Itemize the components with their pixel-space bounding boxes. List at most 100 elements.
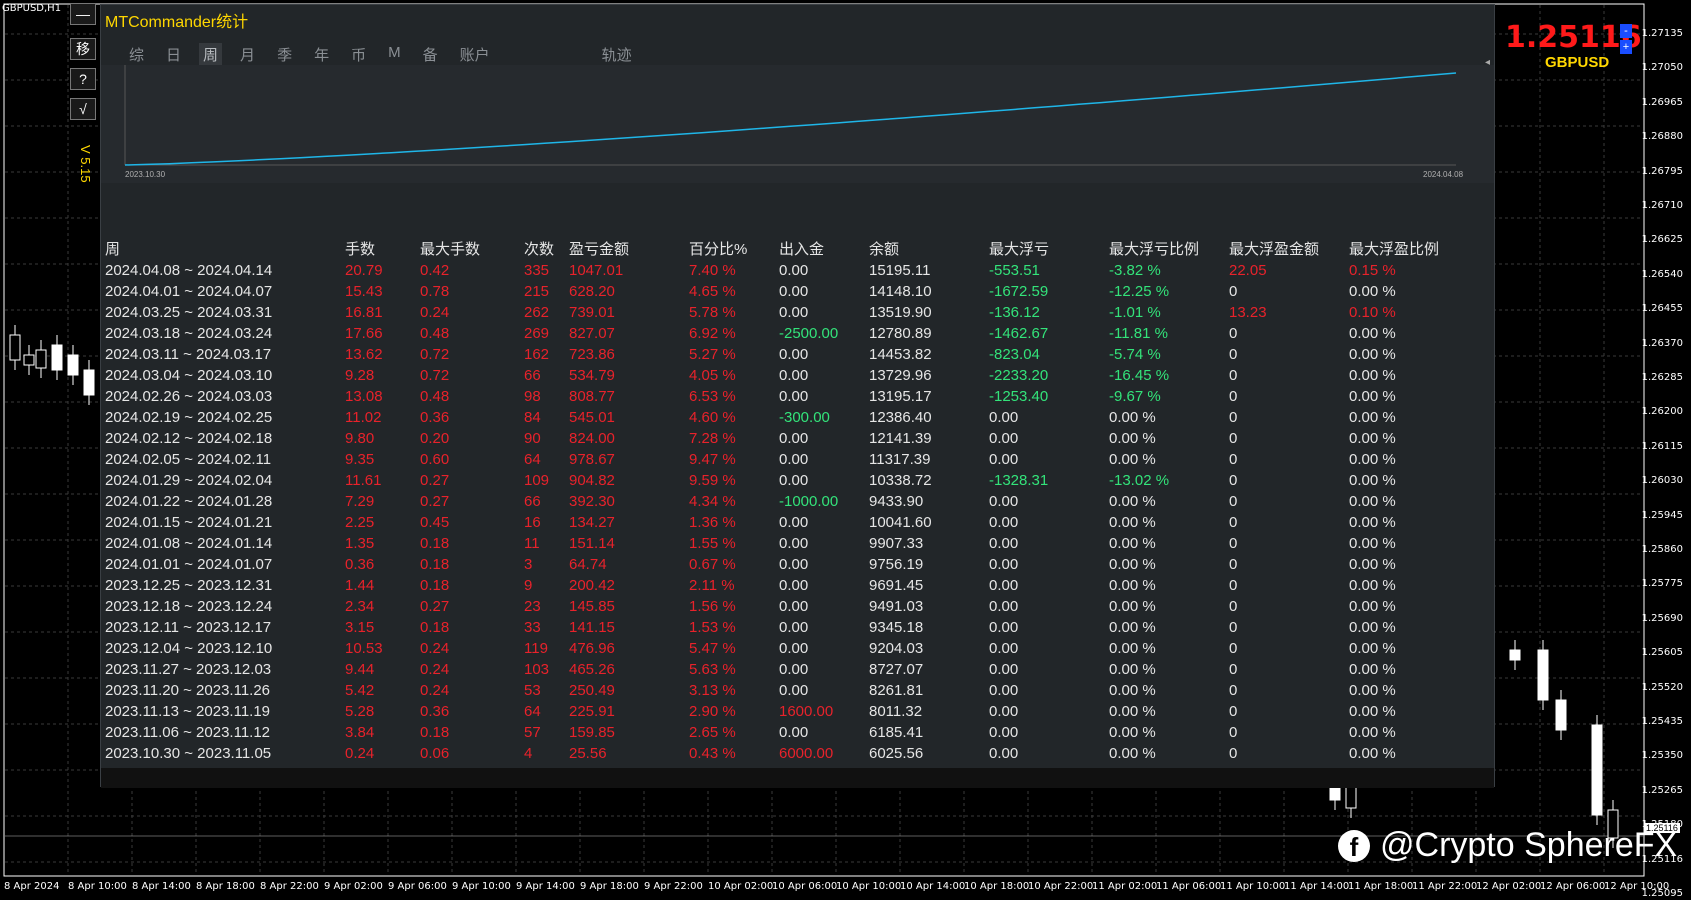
table-cell: 0.00 % — [1109, 533, 1229, 554]
table-cell: 9691.45 — [869, 575, 989, 596]
table-row: 2024.03.04 ~ 2024.03.10 9.28 0.72 66 534.79 4… — [105, 365, 1459, 386]
table-cell: 11.61 — [345, 470, 420, 491]
table-cell: 9.44 — [345, 659, 420, 680]
time-tick-label: 8 Apr 10:00 — [68, 881, 127, 892]
table-cell: 17.66 — [345, 323, 420, 344]
table-cell: 0.00 % — [1109, 659, 1229, 680]
table-cell: 0.00 — [989, 449, 1109, 470]
table-cell: 739.01 — [569, 302, 689, 323]
table-cell: 904.82 — [569, 470, 689, 491]
table-cell: 2023.12.11 ~ 2023.12.17 — [105, 617, 345, 638]
table-cell: 215 — [524, 281, 569, 302]
table-cell: 978.67 — [569, 449, 689, 470]
plus-button[interactable]: + — [1620, 40, 1632, 54]
table-cell: 465.26 — [569, 659, 689, 680]
price-tick-label: 1.26200 — [1642, 406, 1683, 417]
tab-2[interactable]: 周 — [199, 43, 222, 67]
tab-4[interactable]: 季 — [273, 43, 296, 67]
tab-5[interactable]: 年 — [310, 43, 333, 67]
help-button[interactable]: ? — [70, 68, 96, 90]
table-cell: 64.74 — [569, 554, 689, 575]
table-cell: 10041.60 — [869, 512, 989, 533]
tab-9[interactable]: 账户 — [456, 43, 494, 67]
table-cell: 0.00 — [779, 596, 869, 617]
table-cell: 2024.02.19 ~ 2024.02.25 — [105, 407, 345, 428]
tab-1[interactable]: 日 — [162, 43, 185, 67]
table-cell: 262 — [524, 302, 569, 323]
tab-8[interactable]: 备 — [419, 43, 442, 67]
time-tick-label: 12 Apr 02:00 — [1476, 881, 1541, 892]
table-cell: 12141.39 — [869, 428, 989, 449]
table-cell: 0.00 — [779, 512, 869, 533]
table-cell: 14148.10 — [869, 281, 989, 302]
table-cell: 0.00 % — [1349, 680, 1459, 701]
price-tick-label: 1.26370 — [1642, 338, 1683, 349]
table-cell: 0.00 — [779, 638, 869, 659]
table-cell: 57 — [524, 722, 569, 743]
table-cell: 808.77 — [569, 386, 689, 407]
table-cell: 84 — [524, 407, 569, 428]
table-cell: 9345.18 — [869, 617, 989, 638]
table-cell: 827.07 — [569, 323, 689, 344]
table-cell: -1672.59 — [989, 281, 1109, 302]
table-cell: 0.48 — [420, 323, 524, 344]
time-tick-label: 8 Apr 14:00 — [132, 881, 191, 892]
table-cell: 4.34 % — [689, 491, 779, 512]
table-cell: 2023.11.20 ~ 2023.11.26 — [105, 680, 345, 701]
table-cell: 0.36 — [345, 554, 420, 575]
move-button[interactable]: 移 — [70, 38, 96, 60]
table-cell: 2023.11.06 ~ 2023.11.12 — [105, 722, 345, 743]
table-cell: 2024.03.18 ~ 2024.03.24 — [105, 323, 345, 344]
minus-button[interactable]: - — [1620, 24, 1632, 38]
table-cell: 0.72 — [420, 365, 524, 386]
column-header: 最大浮亏比例 — [1109, 239, 1229, 260]
column-header: 余额 — [869, 239, 989, 260]
tab-10[interactable]: 轨迹 — [598, 43, 636, 67]
table-cell: 0.00 % — [1349, 722, 1459, 743]
table-cell: 0.00 % — [1109, 722, 1229, 743]
table-cell: 9204.03 — [869, 638, 989, 659]
price-tick-label: 1.27050 — [1642, 62, 1683, 73]
table-cell: 200.42 — [569, 575, 689, 596]
table-row: 2024.03.18 ~ 2024.03.24 17.66 0.48 269 827.0… — [105, 323, 1459, 344]
tab-7[interactable]: M — [384, 43, 405, 67]
time-tick-label: 11 Apr 06:00 — [1156, 881, 1221, 892]
table-cell: 0.00 — [779, 533, 869, 554]
table-cell: 0.00 % — [1109, 701, 1229, 722]
symbol-tab[interactable]: GBPUSD,H1 — [2, 3, 61, 14]
time-tick-label: 11 Apr 22:00 — [1412, 881, 1477, 892]
collapse-icon[interactable]: ◂ — [1485, 57, 1490, 68]
table-cell: 269 — [524, 323, 569, 344]
table-cell: 0 — [1229, 365, 1349, 386]
tab-0[interactable]: 综 — [125, 43, 148, 67]
table-cell: 0.24 — [420, 638, 524, 659]
table-cell: 1.44 — [345, 575, 420, 596]
minimize-button[interactable]: — — [70, 3, 96, 25]
table-cell: 0.06 — [420, 743, 524, 764]
check-button[interactable]: √ — [70, 98, 96, 120]
table-cell: 2.90 % — [689, 701, 779, 722]
table-cell: 0.43 % — [689, 743, 779, 764]
tab-6[interactable]: 币 — [347, 43, 370, 67]
table-cell: 2024.04.08 ~ 2024.04.14 — [105, 260, 345, 281]
tab-3[interactable]: 月 — [236, 43, 259, 67]
table-cell: 0.00 — [779, 428, 869, 449]
table-cell: 0 — [1229, 323, 1349, 344]
table-cell: 0 — [1229, 575, 1349, 596]
table-cell: 0.00 — [989, 659, 1109, 680]
table-cell: 7.40 % — [689, 260, 779, 281]
table-cell: 545.01 — [569, 407, 689, 428]
column-header: 出入金 — [779, 239, 869, 260]
table-cell: 141.15 — [569, 617, 689, 638]
table-cell: 6.53 % — [689, 386, 779, 407]
table-cell: 12386.40 — [869, 407, 989, 428]
table-cell: -12.25 % — [1109, 281, 1229, 302]
table-cell: 0 — [1229, 344, 1349, 365]
table-cell: 0 — [1229, 596, 1349, 617]
table-cell: 53 — [524, 680, 569, 701]
table-cell: -1328.31 — [989, 470, 1109, 491]
table-cell: 0.00 % — [1349, 344, 1459, 365]
column-header: 百分比% — [689, 239, 779, 260]
weekly-stats-table: 周手数 最大手数 次数 盈亏金额 百分比% 出入金 余额 最大浮亏 最大浮亏比例 最大浮盈金额 最大… — [105, 239, 1459, 764]
equity-end-date: 2024.04.08 — [1423, 170, 1463, 179]
